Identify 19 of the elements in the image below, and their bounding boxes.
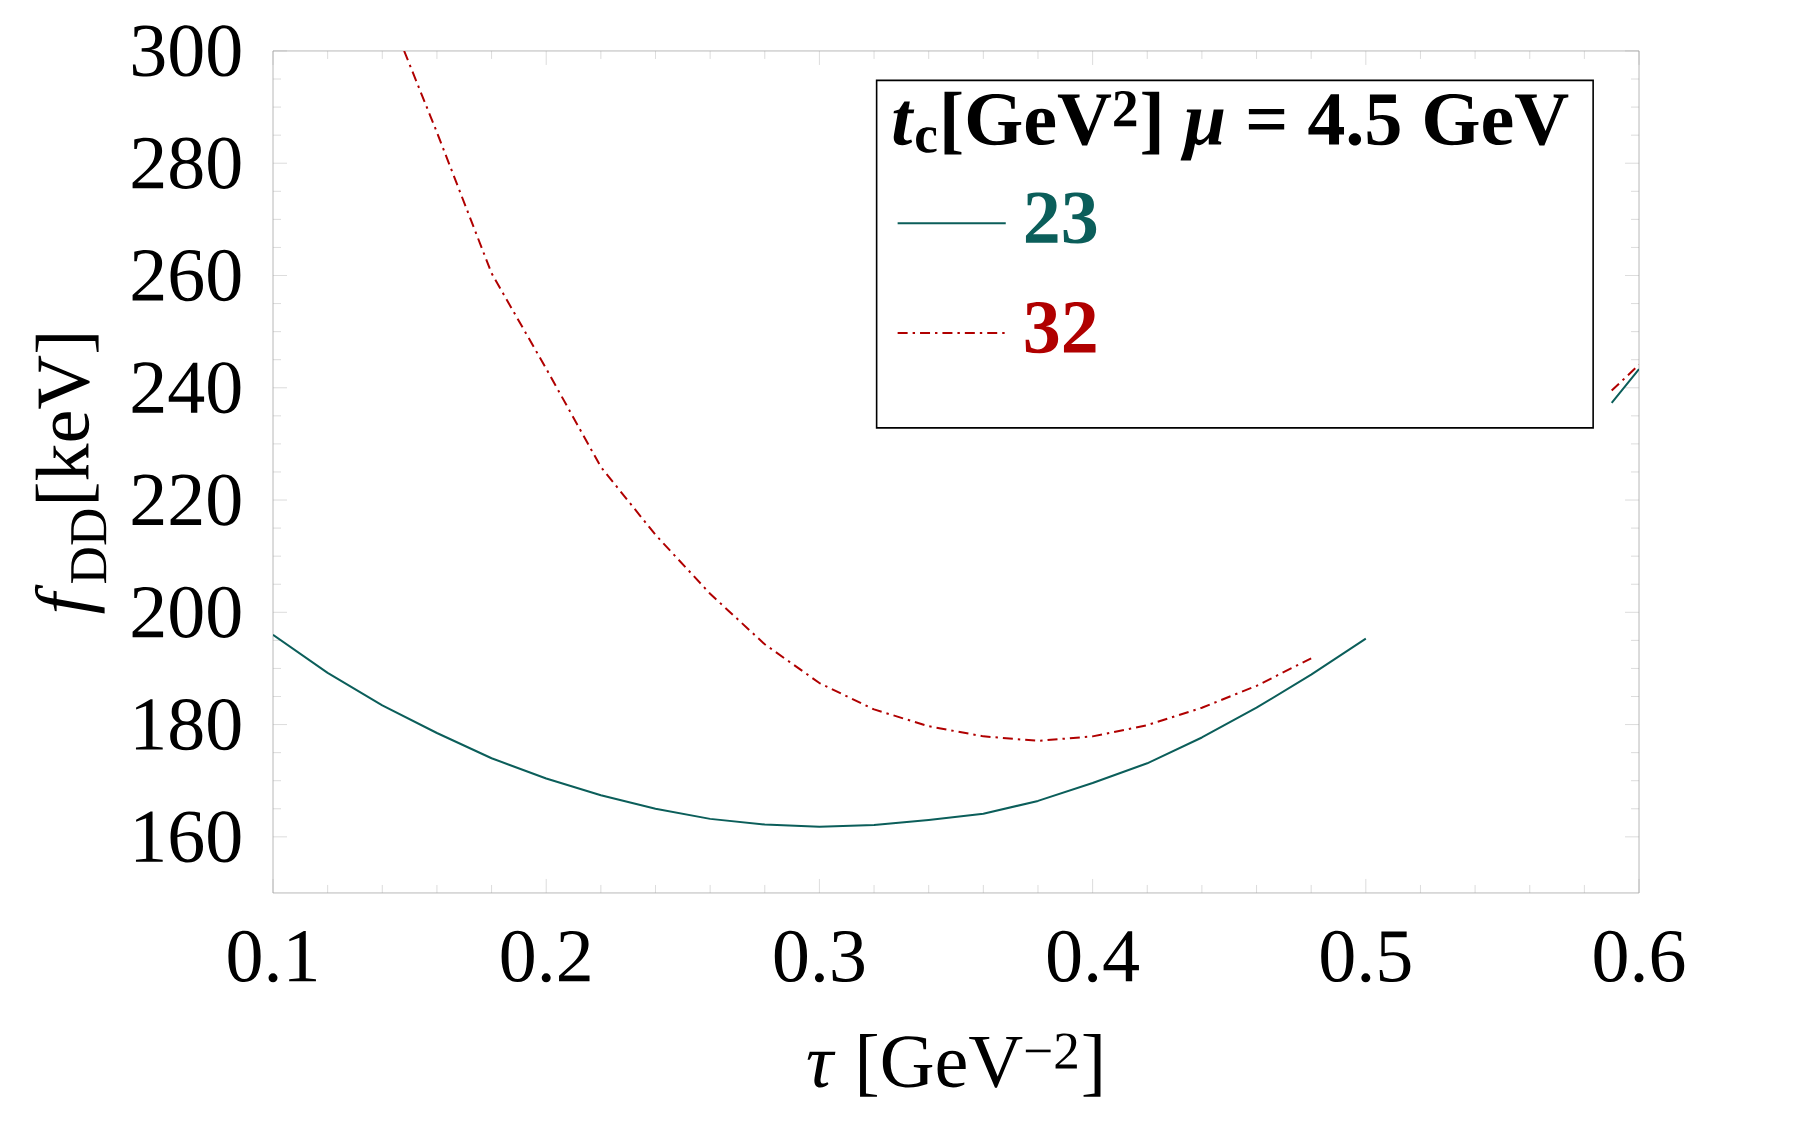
legend-title: t$_{c}$[GeV$^{2}$] μ = 4.5 GeV	[893, 91, 1569, 161]
x-tick-label: 0.5	[1321, 930, 1411, 983]
y-tick-label: 220	[132, 474, 241, 526]
x-axis-title: τ [GeV$^{−2}$]	[807, 1033, 1101, 1097]
y-tick-label: 180	[135, 698, 241, 751]
x-tick-label: 0.6	[1594, 930, 1685, 983]
x-tick-label: 0.1	[228, 930, 316, 983]
legend-label: 23	[1025, 192, 1097, 244]
y-axis-title: f$_{DD}$[keV]	[34, 335, 107, 614]
y-tick-label: 280	[132, 137, 241, 189]
legend-label: 32	[1025, 302, 1096, 354]
y-tick-label: 200	[132, 586, 241, 638]
x-tick-label: 0.3	[774, 930, 864, 983]
x-tick-label: 0.4	[1048, 930, 1139, 983]
x-tick-label: 0.2	[501, 930, 590, 983]
y-tick-label: 240	[132, 362, 241, 414]
y-tick-label: 160	[135, 811, 241, 863]
y-tick-label: 260	[132, 249, 241, 302]
y-tick-label: 300	[132, 25, 241, 77]
